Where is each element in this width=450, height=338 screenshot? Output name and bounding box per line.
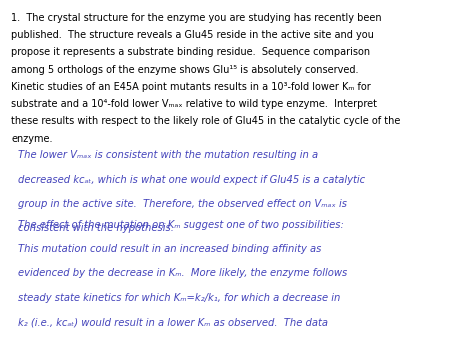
Text: among 5 orthologs of the enzyme shows Glu¹⁵ is absolutely conserved.: among 5 orthologs of the enzyme shows Gl…	[11, 65, 359, 75]
Text: consistent with the hypothesis.: consistent with the hypothesis.	[18, 223, 174, 234]
Text: propose it represents a substrate binding residue.  Sequence comparison: propose it represents a substrate bindin…	[11, 47, 370, 57]
Text: decreased kᴄₐₜ, which is what one would expect if Glu45 is a catalytic: decreased kᴄₐₜ, which is what one would …	[18, 175, 365, 185]
Text: The lower Vₘₐₓ is consistent with the mutation resulting in a: The lower Vₘₐₓ is consistent with the mu…	[18, 150, 318, 161]
Text: k₂ (i.e., kᴄₐₜ) would result in a lower Kₘ as observed.  The data: k₂ (i.e., kᴄₐₜ) would result in a lower …	[18, 317, 328, 327]
Text: evidenced by the decrease in Kₘ.  More likely, the enzyme follows: evidenced by the decrease in Kₘ. More li…	[18, 268, 347, 279]
Text: enzyme.: enzyme.	[11, 134, 53, 144]
Text: Kinetic studies of an E45A point mutants results in a 10³-fold lower Kₘ for: Kinetic studies of an E45A point mutants…	[11, 82, 371, 92]
Text: steady state kinetics for which Kₘ=k₂/k₁, for which a decrease in: steady state kinetics for which Kₘ=k₂/k₁…	[18, 293, 340, 303]
Text: substrate and a 10⁴-fold lower Vₘₐₓ relative to wild type enzyme.  Interpret: substrate and a 10⁴-fold lower Vₘₐₓ rela…	[11, 99, 377, 109]
Text: 1.  The crystal structure for the enzyme you are studying has recently been: 1. The crystal structure for the enzyme …	[11, 13, 382, 23]
Text: The effect of the mutation on Kₘ suggest one of two possibilities:: The effect of the mutation on Kₘ suggest…	[18, 220, 344, 230]
Text: published.  The structure reveals a Glu45 reside in the active site and you: published. The structure reveals a Glu45…	[11, 30, 374, 40]
Text: these results with respect to the likely role of Glu45 in the catalytic cycle of: these results with respect to the likely…	[11, 116, 400, 126]
Text: This mutation could result in an increased binding affinity as: This mutation could result in an increas…	[18, 244, 321, 254]
Text: group in the active site.  Therefore, the observed effect on Vₘₐₓ is: group in the active site. Therefore, the…	[18, 199, 347, 209]
